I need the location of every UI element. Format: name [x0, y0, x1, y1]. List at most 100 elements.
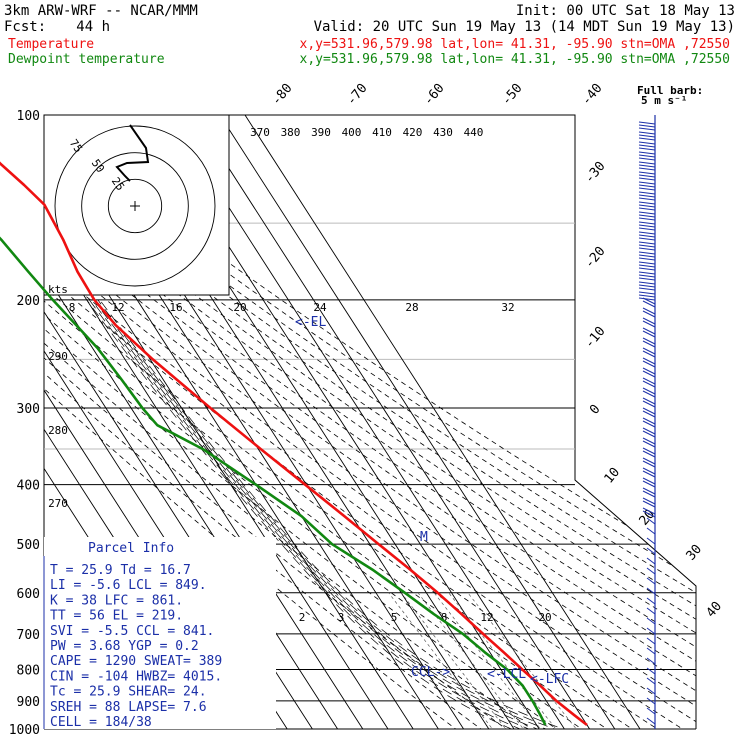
temperature-profile — [0, 161, 588, 727]
wind-barb — [638, 147, 656, 151]
wind-barb — [638, 211, 656, 215]
wind-barb — [642, 407, 656, 415]
wind-barb — [642, 350, 656, 358]
moist-adiabat-line — [88, 299, 553, 729]
wind-barb — [642, 367, 656, 375]
wind-barb — [642, 380, 656, 388]
dry-adiabat-line — [44, 115, 696, 729]
wind-barb — [638, 161, 656, 165]
wind-barb — [642, 447, 656, 455]
temperature-tick-label: 0 — [587, 402, 604, 418]
moist-adiabat-line — [93, 299, 573, 729]
wind-barb — [646, 687, 656, 695]
temperature-tick-label: -30 — [582, 159, 609, 187]
dry-adiabat-line — [44, 115, 696, 729]
dry-adiabat-line — [44, 115, 576, 729]
isotherm-line — [169, 115, 574, 729]
pressure-tick-label: 400 — [17, 479, 40, 494]
temperature-tick-label: -40 — [579, 81, 606, 109]
wind-barb — [638, 201, 656, 205]
wind-barb — [642, 507, 656, 515]
dry-adiabat-line — [44, 115, 627, 729]
temperature-tick-label: -70 — [344, 81, 371, 109]
wind-barb — [638, 277, 656, 281]
dry-adiabat-label: 420 — [403, 126, 423, 139]
wind-barb — [638, 174, 656, 178]
moist-adiabat-label: 8 — [69, 301, 76, 314]
wind-barb — [642, 317, 656, 325]
wind-barb — [642, 460, 656, 468]
dry-adiabat-line — [44, 115, 696, 729]
pressure-tick-label: 600 — [17, 587, 40, 602]
wind-barb — [638, 207, 656, 211]
wind-barb — [638, 127, 656, 131]
wind-barb — [638, 134, 656, 138]
temperature-legend: Temperature — [8, 37, 94, 52]
wind-barb — [642, 320, 656, 328]
dry-adiabat-line — [44, 115, 696, 729]
hodograph-trace — [115, 124, 150, 182]
wind-barb — [638, 291, 656, 295]
pressure-tick-label: 200 — [17, 294, 40, 309]
temperature-tick-label: 30 — [684, 542, 706, 564]
wind-barb — [642, 360, 656, 368]
wind-barb — [638, 257, 656, 261]
wind-barb — [646, 677, 656, 685]
dry-adiabat-line — [44, 115, 601, 729]
header: 3km ARW-WRF -- NCAR/MMM Init: 00 UTC Sat… — [4, 3, 735, 67]
dry-adiabat-line — [44, 115, 696, 729]
wind-barb — [646, 547, 656, 555]
temperature-tick-label: -50 — [499, 81, 526, 109]
wind-barb — [638, 294, 656, 298]
wind-barb — [638, 154, 656, 158]
wind-barb — [642, 430, 656, 438]
temperature-tick-label: 40 — [704, 599, 726, 621]
wind-barb — [638, 274, 656, 278]
wind-barb — [642, 297, 656, 305]
dry-adiabats — [44, 115, 696, 729]
wind-barb — [638, 184, 656, 188]
wind-barb — [642, 327, 656, 335]
wind-barb — [642, 420, 656, 428]
mixing-ratio-line — [388, 592, 503, 729]
wind-barb — [638, 167, 656, 171]
wind-barb — [638, 171, 656, 175]
dry-adiabat-line — [44, 115, 696, 729]
parcel-info-row: T = 25.9 Td = 16.7 — [50, 563, 191, 578]
wind-barb — [642, 497, 656, 505]
moist-adiabat-label: 16 — [169, 301, 182, 314]
pressure-tick-label: 1000 — [9, 723, 40, 738]
parcel-info-row: TT = 56 EL = 219. — [50, 609, 183, 624]
wind-barb — [646, 527, 656, 535]
wind-barb — [646, 537, 656, 545]
wind-barb — [638, 164, 656, 168]
wind-barb — [646, 557, 656, 565]
moist-adiabat-label: 12 — [111, 301, 124, 314]
wind-barb — [646, 657, 656, 665]
pressure-tick-label: 300 — [17, 402, 40, 417]
valid-time: Valid: 20 UTC Sun 19 May 13 (14 MDT Sun … — [314, 19, 735, 35]
dewpoint-location: x,y=531.96,579.98 lat,lon= 41.31, -95.90… — [300, 52, 730, 67]
mixing-ratio-label: 12 — [480, 611, 493, 624]
moist-adiabat-label: 32 — [501, 301, 514, 314]
moist-adiabat-line — [99, 299, 604, 729]
wind-barb — [642, 370, 656, 378]
mixing-ratio-line — [417, 592, 534, 729]
wind-barb — [642, 427, 656, 435]
wind-barb — [638, 137, 656, 141]
wind-barb — [646, 617, 656, 625]
temperature-location: x,y=531.96,579.98 lat,lon= 41.31, -95.90… — [300, 37, 730, 52]
dry-adiabat-label: 390 — [311, 126, 331, 139]
barb-legend-line1: Full barb: — [637, 84, 703, 97]
wind-barb — [642, 377, 656, 385]
barb-legend-line2: 5 m s⁻¹ — [641, 94, 687, 107]
dry-adiabat-line — [44, 115, 696, 729]
dry-adiabat-line — [44, 115, 696, 729]
parcel-info-row: SVI = -5.5 CCL = 841. — [50, 624, 214, 639]
wind-barb — [638, 251, 656, 255]
moist-adiabat-label: 20 — [233, 301, 246, 314]
wind-barb — [642, 397, 656, 405]
wind-barb — [638, 131, 656, 135]
lcl-marker: <-LCL — [487, 667, 526, 682]
temperature-tick-label: -60 — [421, 81, 448, 109]
